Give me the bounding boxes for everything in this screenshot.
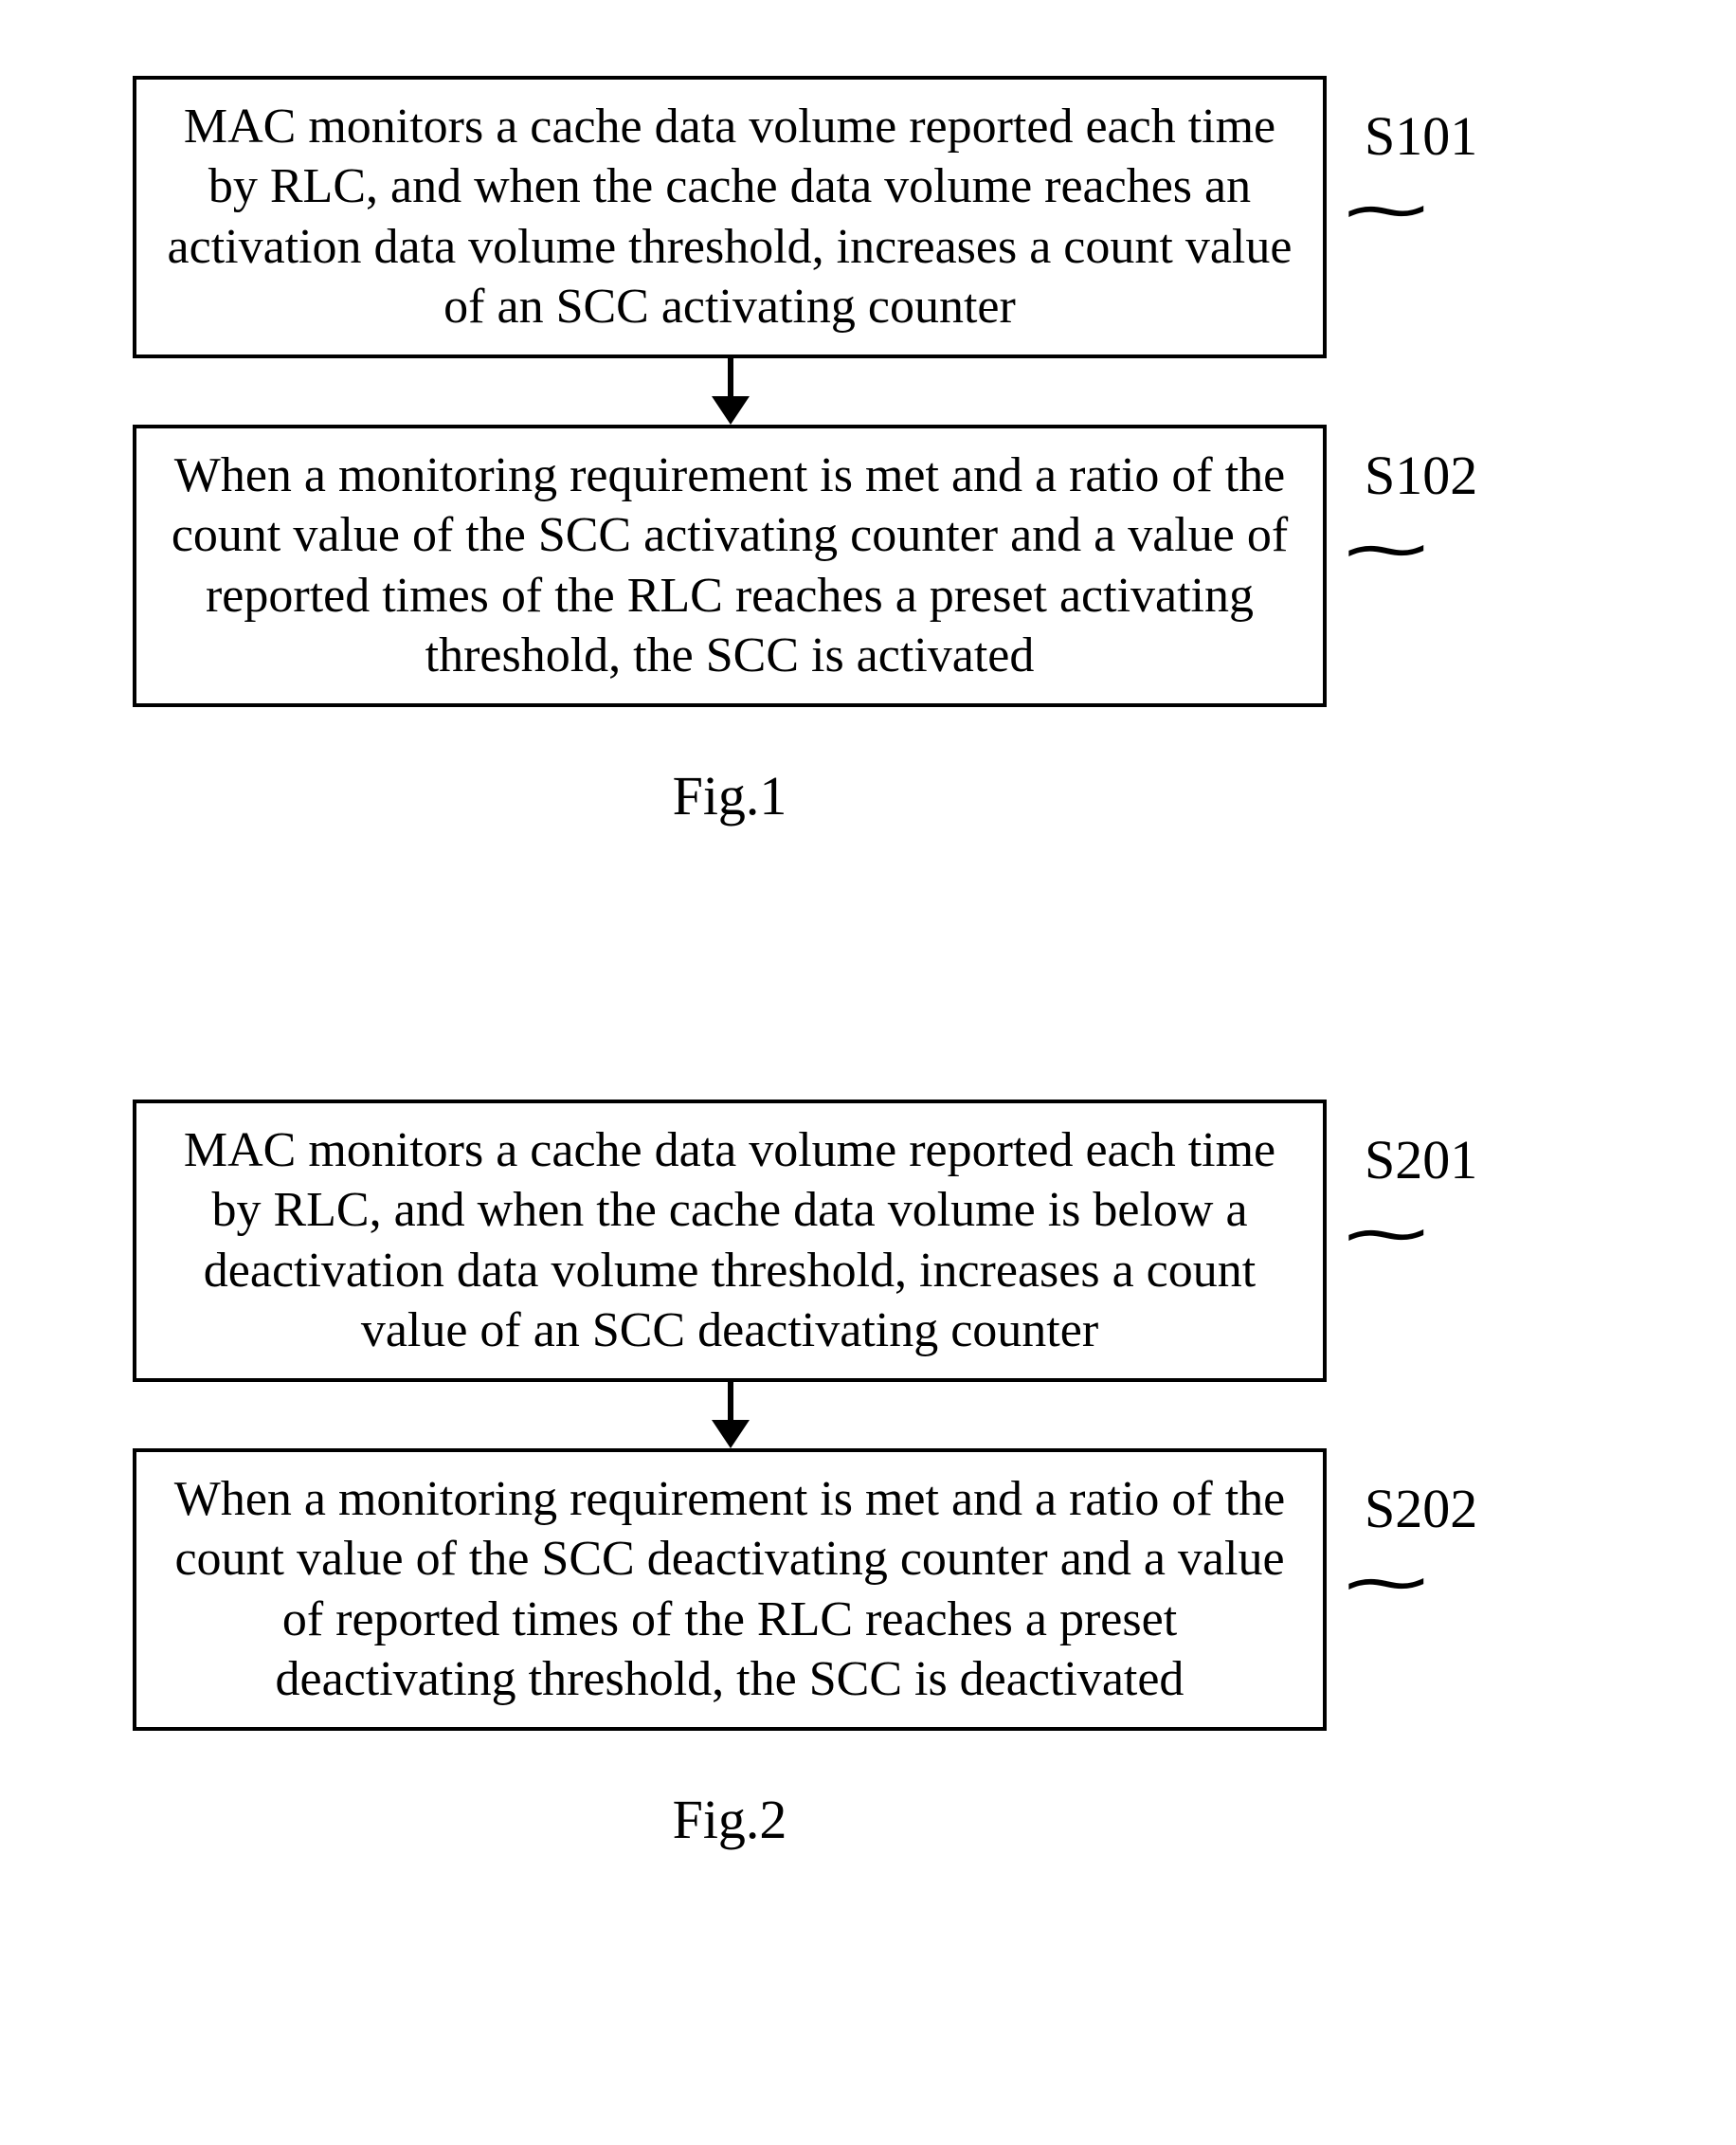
connector-tilde: ∼ — [1336, 1543, 1437, 1622]
arrow-shaft — [728, 358, 733, 400]
step-row: When a monitoring requirement is met and… — [133, 1448, 1601, 1731]
arrow-shaft — [728, 1382, 733, 1424]
step-label-s201: S201 — [1365, 1128, 1477, 1191]
figure-caption-1: Fig.1 — [133, 764, 1327, 827]
step-row: MAC monitors a cache data volume reporte… — [133, 1100, 1601, 1382]
step-label-s102: S102 — [1365, 444, 1477, 507]
arrow-down — [133, 1382, 1327, 1448]
step-row: MAC monitors a cache data volume reporte… — [133, 76, 1601, 358]
connector-tilde: ∼ — [1336, 1194, 1437, 1273]
step-box-s201: MAC monitors a cache data volume reporte… — [133, 1100, 1327, 1382]
connector-tilde: ∼ — [1336, 171, 1437, 249]
connector-tilde: ∼ — [1336, 510, 1437, 589]
arrow-head-icon — [712, 1420, 750, 1448]
step-box-s102: When a monitoring requirement is met and… — [133, 425, 1327, 707]
step-label-s101: S101 — [1365, 104, 1477, 168]
figure-1: MAC monitors a cache data volume reporte… — [133, 76, 1601, 827]
arrow-head-icon — [712, 396, 750, 425]
figure-caption-2: Fig.2 — [133, 1788, 1327, 1851]
page: MAC monitors a cache data volume reporte… — [0, 0, 1736, 2145]
step-box-s101: MAC monitors a cache data volume reporte… — [133, 76, 1327, 358]
arrow-down — [133, 358, 1327, 425]
figure-2: MAC monitors a cache data volume reporte… — [133, 1100, 1601, 1851]
step-label-s202: S202 — [1365, 1477, 1477, 1540]
step-box-s202: When a monitoring requirement is met and… — [133, 1448, 1327, 1731]
step-row: When a monitoring requirement is met and… — [133, 425, 1601, 707]
